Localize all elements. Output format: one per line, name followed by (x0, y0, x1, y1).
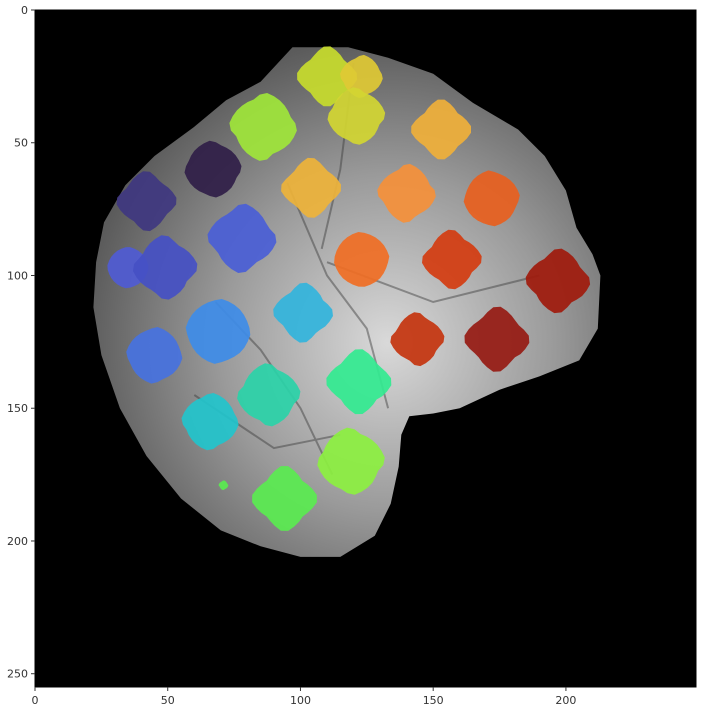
roi-region (281, 157, 341, 218)
roi-region (464, 306, 530, 372)
y-tick-label: 0 (21, 4, 28, 17)
roi-region (181, 393, 239, 451)
roi-region (326, 349, 392, 415)
plot-frame (34, 9, 697, 688)
roi-region (422, 229, 482, 290)
x-tick-label: 100 (290, 694, 311, 707)
roi-region (133, 235, 198, 300)
roi-region (463, 170, 520, 227)
roi-region (377, 163, 436, 223)
x-tick-label: 50 (161, 694, 175, 707)
roi-region (327, 87, 386, 145)
x-axis: 0 50 100 150 200 (32, 687, 576, 707)
roi-region (273, 282, 333, 343)
x-tick-label: 150 (423, 694, 444, 707)
roi-region (340, 54, 383, 98)
roi-region (184, 140, 242, 198)
y-axis: 0 50 100 150 200 250 (7, 4, 35, 681)
roi-region (207, 203, 277, 273)
roi-region (525, 248, 591, 314)
y-tick-label: 150 (7, 402, 28, 415)
roi-region (237, 363, 301, 427)
roi-region (229, 93, 297, 161)
roi-region (185, 299, 251, 364)
y-tick-label: 250 (7, 668, 28, 681)
y-tick-label: 100 (7, 269, 28, 282)
roi-region (126, 327, 183, 384)
roi-region (218, 480, 229, 491)
roi-region (411, 99, 471, 160)
x-tick-label: 0 (32, 694, 39, 707)
roi-region (317, 427, 385, 495)
x-tick-label: 200 (555, 694, 576, 707)
roi-region (252, 466, 317, 531)
roi-region (116, 171, 177, 232)
roi-region (390, 312, 445, 367)
y-tick-label: 200 (7, 535, 28, 548)
roi-region (334, 232, 390, 287)
y-tick-label: 50 (14, 137, 28, 150)
roi-overlay (107, 46, 591, 531)
roi-region (297, 46, 357, 107)
